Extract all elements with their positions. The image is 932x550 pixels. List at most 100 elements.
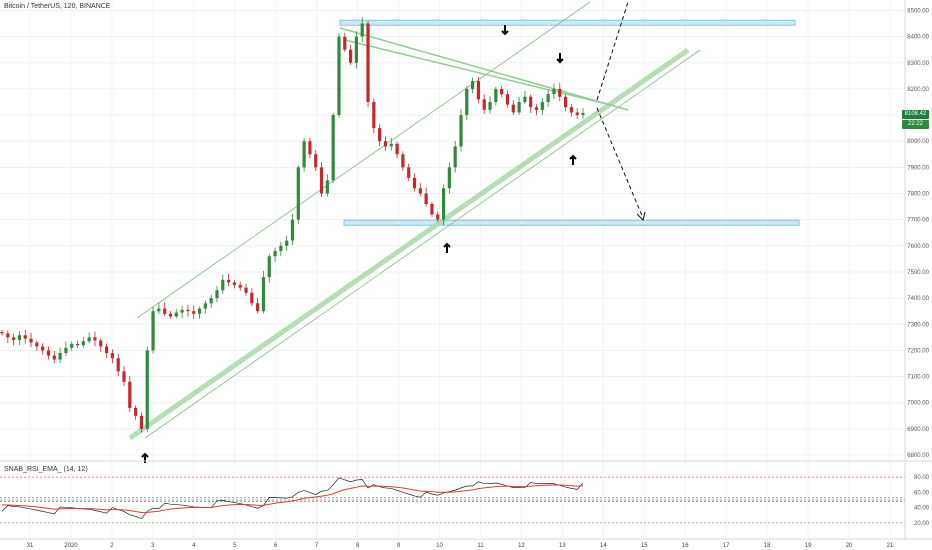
candle-body <box>360 23 364 37</box>
osc-tick-label: 60.00 <box>914 490 930 496</box>
candle-body <box>389 143 393 147</box>
countdown-tag: 22:22 <box>902 120 929 129</box>
candle-body <box>354 36 359 63</box>
candle-body <box>378 128 382 142</box>
candle-body <box>128 381 132 408</box>
time-tick-label: 11 <box>477 543 484 549</box>
candle-body <box>540 101 544 110</box>
candle-body <box>325 180 329 194</box>
candle-body <box>203 303 207 309</box>
candle-body <box>424 193 428 204</box>
time-tick-label: 19 <box>805 543 812 549</box>
candle-body <box>471 81 475 89</box>
candle-body <box>116 358 120 372</box>
candle-body <box>534 107 539 110</box>
candle-body <box>273 251 277 257</box>
candle-body <box>337 36 341 116</box>
osc-tick-label: 80.00 <box>914 475 930 481</box>
time-tick-label: 18 <box>764 543 771 549</box>
price-tick-label: 6800.00 <box>907 453 929 459</box>
candle-body <box>546 94 550 102</box>
candle-body <box>261 277 266 312</box>
price-tick-label: 7000.00 <box>907 401 929 407</box>
candle-body <box>163 308 167 314</box>
time-tick-label: 10 <box>436 543 443 549</box>
candle-body <box>314 154 318 168</box>
candle-body <box>35 342 39 347</box>
time-tick-label: 5 <box>233 543 237 549</box>
candle-body <box>401 154 405 168</box>
candle-body <box>552 88 556 95</box>
candle-body <box>250 292 254 304</box>
price-tick-label: 7100.00 <box>907 375 929 381</box>
candle-body <box>41 346 45 351</box>
candle-body <box>395 143 399 155</box>
price-tick-label: 8500.00 <box>907 8 929 14</box>
breakout-projection <box>596 1 629 101</box>
candle-body <box>488 101 492 110</box>
up-arrow-support <box>443 242 451 253</box>
candle-body <box>139 415 144 429</box>
candle-body <box>221 279 225 291</box>
price-tick-label: 8300.00 <box>907 61 929 67</box>
candle-body <box>75 343 80 346</box>
descending-line-1 <box>339 27 629 111</box>
candle-body <box>302 141 306 168</box>
time-tick-label: 15 <box>641 543 648 549</box>
breakdown-projection <box>596 107 644 219</box>
candle-body <box>12 337 16 340</box>
time-tick-label: 31 <box>27 543 34 549</box>
candle-body <box>46 350 51 356</box>
candle-body <box>331 115 335 181</box>
candle-body <box>168 313 173 317</box>
candle-body <box>319 167 324 194</box>
candle-body <box>256 303 260 312</box>
candle-body <box>93 337 97 341</box>
price-tick-label: 7800.00 <box>907 192 929 198</box>
candle-body <box>436 214 440 220</box>
candle-body <box>81 341 85 346</box>
candle-body <box>226 279 231 283</box>
down-arrow-trend <box>556 53 564 64</box>
price-tick-label: 7300.00 <box>907 322 929 328</box>
time-tick-label: 12 <box>518 543 525 549</box>
candle-body <box>418 188 422 194</box>
candle-body <box>186 309 190 312</box>
candle-body <box>447 167 451 189</box>
candle-body <box>267 256 271 278</box>
price-tick-label: 8400.00 <box>907 35 929 41</box>
candle-body <box>197 308 202 314</box>
candle-body <box>215 290 219 299</box>
trend-channel <box>128 1 701 441</box>
candle-body <box>372 101 376 129</box>
candle-body <box>349 49 353 63</box>
price-tick-label: 7600.00 <box>907 244 929 250</box>
time-tick-label: 17 <box>723 543 730 549</box>
candle-body <box>511 104 515 113</box>
candle-body <box>575 112 579 116</box>
candle-body <box>529 96 533 108</box>
candle-body <box>6 333 10 338</box>
support-zone <box>343 219 800 226</box>
projection-lines <box>596 1 646 221</box>
candle-body <box>430 203 434 215</box>
time-tick-label: 2020 <box>64 543 78 549</box>
time-tick-label: 20 <box>846 543 853 549</box>
time-tick-label: 16 <box>682 543 689 549</box>
candle-body <box>308 141 312 155</box>
candle-body <box>343 36 347 50</box>
price-tick-label: 7200.00 <box>907 348 929 354</box>
time-tick-label: 2 <box>110 543 114 549</box>
candle-body <box>104 346 109 354</box>
candle-body <box>134 407 138 416</box>
candle-body <box>558 88 562 97</box>
last-price-tag: 8108.42 <box>902 110 929 119</box>
candle-body <box>151 311 155 351</box>
candle-body <box>500 88 504 95</box>
time-tick-label: 9 <box>397 543 401 549</box>
price-tick-label: 7400.00 <box>907 296 929 302</box>
price-tick-label: 7700.00 <box>907 218 929 224</box>
candle-body <box>523 96 527 102</box>
